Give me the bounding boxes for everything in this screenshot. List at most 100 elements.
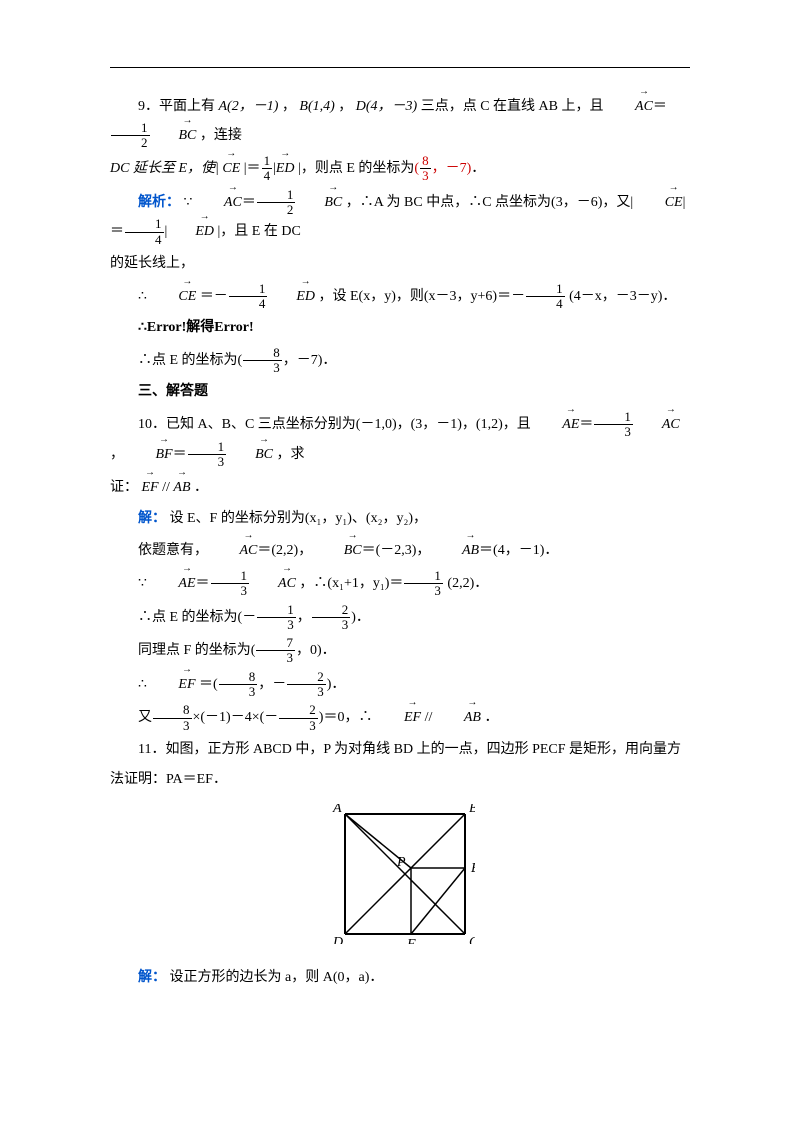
frac-14: 14 [526, 282, 565, 312]
frac-23: 23 [312, 603, 351, 633]
text: 10．已知 A、B、C 三点坐标分别为(－1,0)，(3，－1)，(1,2)，且 [138, 417, 531, 432]
text: ∴点 E 的坐标为(－ [138, 610, 256, 625]
text: |，且 E 在 DC [217, 224, 300, 239]
svg-text:B: B [469, 804, 475, 816]
q9-D: D(4，－3) [356, 99, 417, 114]
num: 1 [257, 603, 296, 618]
den: 3 [211, 584, 250, 598]
svg-text:E: E [470, 861, 475, 876]
frac-13: 13 [188, 440, 227, 470]
frac-83: 83 [153, 703, 192, 733]
vec-EF: EF [142, 473, 159, 502]
frac-half: 12 [257, 188, 296, 218]
frac-13: 13 [257, 603, 296, 633]
den: 2 [257, 203, 296, 217]
vec-AB: AB [173, 473, 190, 502]
text: ． [484, 710, 498, 725]
num: 2 [287, 670, 326, 685]
q10-s3: ∴点 E 的坐标为(－13，23)． [110, 603, 690, 633]
top-rule [110, 67, 690, 68]
num: 8 [420, 154, 431, 169]
frac-13: 13 [211, 569, 250, 599]
num: 8 [219, 670, 258, 685]
q10-s4: 同理点 F 的坐标为(73，0)． [110, 636, 690, 666]
dot: ． [194, 480, 208, 495]
den: 3 [188, 455, 227, 469]
text: ，－7)． [283, 353, 337, 368]
vec-ED: ED [276, 154, 295, 183]
vec-EF: EF [376, 703, 421, 732]
num: 1 [262, 154, 273, 169]
text: ，连接 [200, 128, 242, 143]
num: 8 [243, 346, 282, 361]
vec-EF: EF [150, 670, 195, 699]
q9-conclusion: ∴点 E 的坐标为(83，－7)． [110, 346, 690, 376]
den: 3 [219, 685, 258, 699]
num: 1 [257, 188, 296, 203]
text: ∴点 E 的坐标为( [138, 353, 242, 368]
svg-text:C: C [469, 935, 475, 944]
text: 证： [110, 480, 138, 495]
svg-text:P: P [396, 855, 406, 870]
vec-BC: BC [316, 536, 362, 565]
q10-dep: 依题意有， AC＝(2,2)， BC＝(－2,3)， AB＝(4，－1)． [110, 536, 690, 565]
den: 2 [111, 136, 150, 150]
text: ，－ [258, 677, 286, 692]
text: |，则点 E 的坐标为 [298, 161, 414, 176]
page: 9．平面上有 A(2，－1) ， B(1,4) ， D(4，－3) 三点，点 C… [0, 0, 800, 1132]
den: 4 [262, 169, 273, 183]
text: 同理点 F 的坐标为( [138, 643, 255, 658]
sep: ， [338, 99, 352, 114]
text: ×(－1)－4×(－ [193, 710, 279, 725]
frac-14: 14 [229, 282, 268, 312]
num: 8 [153, 703, 192, 718]
text: (2,2)． [447, 576, 488, 591]
vec-ED: ED [268, 282, 315, 311]
den: 3 [256, 651, 295, 665]
text: ，∴A 为 BC 中点，∴C 点坐标为(3，－6)，又| [346, 195, 633, 210]
den: 3 [257, 618, 296, 632]
text: )． [351, 610, 370, 625]
frac-23: 23 [287, 670, 326, 700]
den: 4 [125, 233, 164, 247]
den: 3 [312, 618, 351, 632]
vec-AC: AC [607, 92, 653, 121]
q11-diagram: ABCDEFP [110, 804, 690, 955]
vec-BC: BC [227, 440, 273, 469]
text: ＝－ [200, 289, 228, 304]
q10-s6: 又83×(－1)－4×(－23)＝0，∴ EF // AB ． [110, 703, 690, 733]
vec-AB: AB [434, 536, 479, 565]
vec-CE: CE [637, 188, 683, 217]
q9-step1: ∴ CE ＝－14ED ，设 E(x，y)，则(x－3，y+6)＝－14 (4－… [110, 282, 690, 312]
text: (4－x，－3－y)． [569, 289, 676, 304]
q9-line1: 9．平面上有 A(2，－1) ， B(1,4) ， D(4，－3) 三点，点 C… [110, 92, 690, 150]
num: 1 [111, 121, 150, 136]
frac-13: 13 [404, 569, 443, 599]
frac-83: 83 [219, 670, 258, 700]
q9-B: B(1,4) [299, 99, 334, 114]
text: )． [327, 677, 346, 692]
vec-BC: BC [151, 121, 197, 150]
section-3-title: 三、解答题 [110, 379, 690, 406]
parallel: // [162, 480, 170, 495]
den: 3 [279, 719, 318, 733]
text: ，求 [277, 447, 305, 462]
q9-jiexi: 解析： ∵ AC＝12BC ，∴A 为 BC 中点，∴C 点坐标为(3，－6)，… [110, 188, 690, 247]
num: 7 [256, 636, 295, 651]
den: 3 [243, 361, 282, 375]
vec-BC: BC [296, 188, 342, 217]
num: 1 [404, 569, 443, 584]
text: 设 E、F 的坐标分别为(x₁，y₁)、(x₂，y₂)， [170, 511, 428, 526]
num: 1 [229, 282, 268, 297]
vec-AE: AE [150, 569, 195, 598]
rest: ，－7) [432, 161, 472, 176]
frac-14: 14 [262, 154, 273, 184]
text: ∴ [138, 677, 147, 692]
q10-jie: 解： 设 E、F 的坐标分别为(x₁，y₁)、(x₂，y₂)， [110, 506, 690, 533]
text: ＝( [199, 677, 218, 692]
num: 1 [188, 440, 227, 455]
open: ( [414, 161, 419, 176]
num: 1 [125, 217, 164, 232]
parallel: // [425, 710, 433, 725]
text: 设正方形的边长为 a，则 A(0，a)． [170, 970, 384, 985]
